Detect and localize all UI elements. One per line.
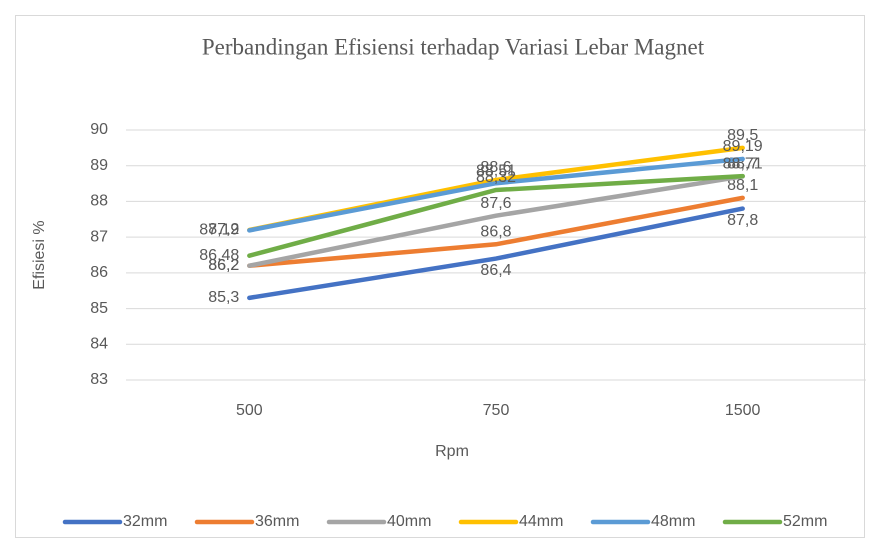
data-label: 86,2 <box>208 257 239 274</box>
chart-title: Perbandingan Efisiensi terhadap Variasi … <box>202 34 705 59</box>
y-tick-label: 90 <box>90 121 108 138</box>
y-tick-label: 86 <box>90 264 108 281</box>
series-line <box>247 195 745 268</box>
y-tick-label: 88 <box>90 193 108 210</box>
series-line <box>247 174 745 268</box>
data-label: 89,19 <box>723 138 763 155</box>
data-label: 86,2 <box>208 257 239 274</box>
data-label: 87,2 <box>208 221 239 238</box>
data-label: 89,5 <box>727 127 758 144</box>
data-label: 86,4 <box>480 262 511 279</box>
data-label: 88,71 <box>723 155 763 172</box>
series-line <box>247 206 745 301</box>
data-label: 88,6 <box>480 159 511 176</box>
data-label: 87,6 <box>480 195 511 212</box>
legend-label: 48mm <box>651 513 695 530</box>
series-line <box>247 156 745 233</box>
legend-label: 36mm <box>255 513 299 530</box>
x-axis-label: Rpm <box>435 443 469 460</box>
x-tick-label: 750 <box>483 402 510 419</box>
y-tick-label: 89 <box>90 157 108 174</box>
data-label: 87,8 <box>727 212 758 229</box>
x-tick-label: 500 <box>236 402 263 419</box>
legend-label: 52mm <box>783 513 827 530</box>
data-label: 88,51 <box>476 162 516 179</box>
data-label: 88,1 <box>727 177 758 194</box>
series-line <box>247 173 745 258</box>
data-label: 87,19 <box>199 222 239 239</box>
y-tick-label: 83 <box>90 371 108 388</box>
data-label: 86,48 <box>199 247 239 264</box>
legend-label: 44mm <box>519 513 563 530</box>
x-tick-label: 1500 <box>725 402 761 419</box>
data-label: 86,8 <box>480 224 511 241</box>
y-axis-label: Efisiesi % <box>31 220 48 289</box>
data-label: 85,3 <box>208 289 239 306</box>
legend-label: 40mm <box>387 513 431 530</box>
data-label: 88,32 <box>476 169 516 186</box>
y-tick-label: 84 <box>90 336 108 353</box>
chart-border <box>15 15 865 538</box>
y-tick-label: 87 <box>90 228 108 245</box>
legend-label: 32mm <box>123 513 167 530</box>
y-tick-label: 85 <box>90 300 108 317</box>
